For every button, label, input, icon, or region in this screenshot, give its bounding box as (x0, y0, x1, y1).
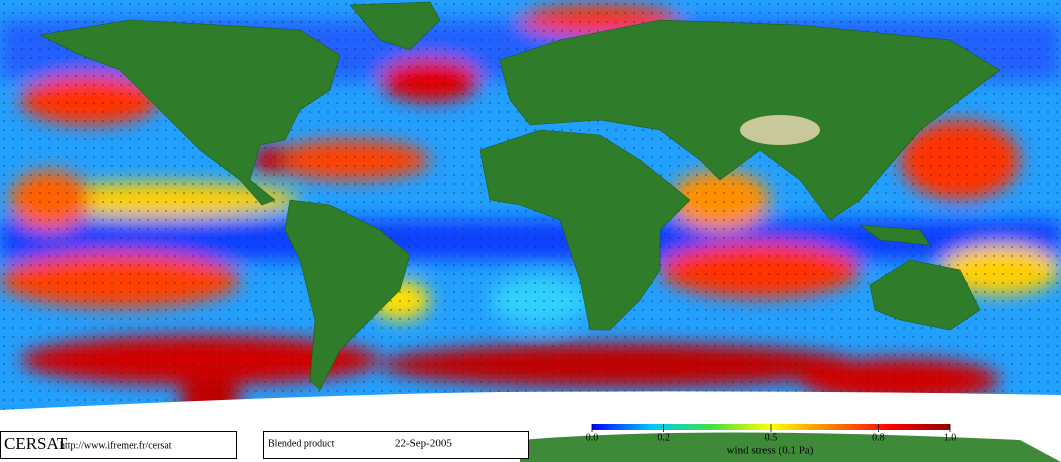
date: 22-Sep-2005 (395, 438, 452, 450)
colorbar-tick-label: 1.0 (944, 432, 957, 443)
product-box (263, 431, 529, 459)
logo-box (0, 431, 237, 459)
colorbar-label: wind stress (0.1 Pa) (727, 445, 814, 457)
logo: CERSAT (4, 434, 68, 453)
product: Blended product (268, 438, 335, 449)
colorbar-tick-label: 0.2 (657, 432, 670, 443)
plateau (740, 115, 820, 145)
antarctic-land (520, 432, 1061, 462)
colorbar-tick-label: 0.5 (765, 432, 778, 443)
colorbar-tick-label: 0.0 (586, 432, 599, 443)
land (39, 1, 1001, 391)
url: http://www.ifremer.fr/cersat (60, 440, 172, 451)
antarctica (0, 391, 1061, 430)
colorbar-tick-label: 0.8 (872, 432, 885, 443)
